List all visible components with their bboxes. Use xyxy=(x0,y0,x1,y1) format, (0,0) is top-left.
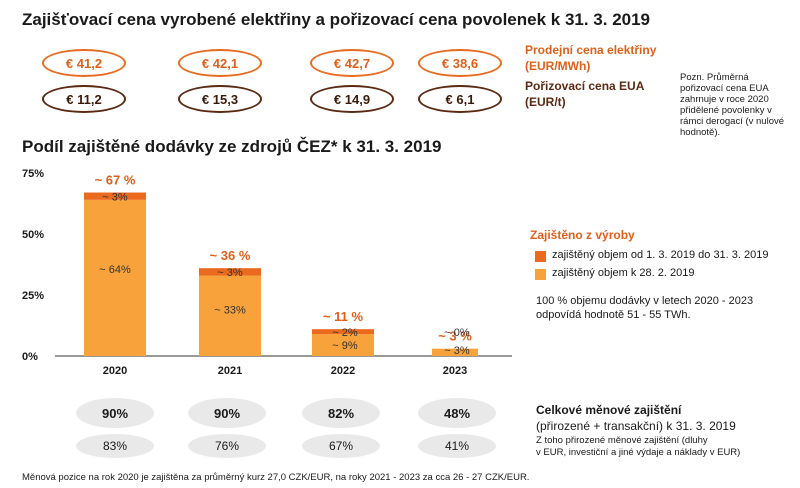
bar-segment-2020-old xyxy=(84,199,146,356)
eua-price-2023: € 6,1 xyxy=(418,85,502,113)
bar-label-new: ~ 3% xyxy=(217,267,243,279)
y-tick-label: 25% xyxy=(22,290,44,302)
bar-segment-2021-old xyxy=(199,275,261,356)
bar-total-label: ~ 3 % xyxy=(438,329,472,344)
currency-subtitle: (přirozené + transakční) k 31. 3. 2019 xyxy=(536,419,736,433)
electricity-price-2020: € 41,2 xyxy=(42,49,126,77)
bar-segment-2021-new xyxy=(199,268,261,276)
prices-title: Zajišťovací cena vyrobené elektřiny a po… xyxy=(22,10,651,29)
bar-segment-2022-new xyxy=(312,329,374,335)
hedge-chart: 0%25%50%75% ~ 67 %~ 3%~ 64%~ 36 %~ 3%~ 3… xyxy=(22,168,512,377)
bar-label-old: ~ 33% xyxy=(214,304,246,316)
x-tick-label: 2020 xyxy=(103,365,127,377)
bar-label-old: ~ 3% xyxy=(444,345,470,357)
eua-note: Pozn. Průměrná pořizovací cena EUA zahrn… xyxy=(680,72,785,138)
bar-segment-2020-new xyxy=(84,192,146,200)
legend-swatch-new xyxy=(535,251,546,262)
x-tick-label: 2023 xyxy=(443,365,467,377)
currency-natural-2020: 83% xyxy=(76,434,154,458)
legend-item-old: zajištěný objem k 28. 2. 2019 xyxy=(552,267,695,279)
hedge-note-1: 100 % objemu dodávky v letech 2020 - 202… xyxy=(536,295,754,307)
currency-note-1: Z toho přirozené měnové zajištění (dluhy xyxy=(536,435,708,446)
hedge-title: Podíl zajištěné dodávky ze zdrojů ČEZ* k… xyxy=(22,137,442,156)
currency-natural-2021: 76% xyxy=(188,434,266,458)
currency-total-2022: 82% xyxy=(302,398,380,428)
electricity-legend: Prodejní cena elektřiny (EUR/MWh) xyxy=(525,43,657,73)
x-tick-label: 2022 xyxy=(331,365,355,377)
electricity-price-2021: € 42,1 xyxy=(178,49,262,77)
currency-natural-2023: 41% xyxy=(418,434,496,458)
currency-note-2: v EUR, investiční a jiné výdaje a náklad… xyxy=(536,447,741,458)
bar-label-new: ~ 2% xyxy=(332,327,358,339)
bar-segment-2022-old xyxy=(312,334,374,356)
bar-total-label: ~ 11 % xyxy=(323,309,364,324)
bar-segment-2023-old xyxy=(432,348,478,356)
eua-legend: Pořizovací cena EUA (EUR/t) xyxy=(525,79,644,109)
eua-price-2022: € 14,9 xyxy=(310,85,394,113)
currency-total-2023: 48% xyxy=(418,398,496,428)
bar-label-new: ~ 3% xyxy=(102,192,128,204)
bar-total-label: ~ 36 % xyxy=(210,248,251,263)
legend-item-new: zajištěný objem od 1. 3. 2019 do 31. 3. … xyxy=(552,249,769,261)
footer-note: Měnová pozice na rok 2020 je zajištěna z… xyxy=(22,472,530,483)
electricity-price-2022: € 42,7 xyxy=(310,49,394,77)
currency-total-2020: 90% xyxy=(76,398,154,428)
currency-natural-2022: 67% xyxy=(302,434,380,458)
y-tick-label: 50% xyxy=(22,229,44,241)
hedge-note-2: odpovídá hodnotě 51 - 55 TWh. xyxy=(536,309,691,321)
x-tick-label: 2021 xyxy=(218,365,242,377)
hedge-legend-title: Zajištěno z výroby xyxy=(530,228,635,242)
bar-total-label: ~ 67 % xyxy=(95,173,136,188)
legend-swatch-old xyxy=(535,269,546,280)
y-tick-label: 0% xyxy=(22,351,38,363)
bar-label-old: ~ 9% xyxy=(332,340,358,352)
currency-title: Celkové měnové zajištění xyxy=(536,403,682,417)
eua-price-2020: € 11,2 xyxy=(42,85,126,113)
y-tick-label: 75% xyxy=(22,168,44,180)
bar-label-new: ~ 0% xyxy=(444,327,470,339)
bar-label-old: ~ 64% xyxy=(99,264,131,276)
eua-price-2021: € 15,3 xyxy=(178,85,262,113)
currency-total-2021: 90% xyxy=(188,398,266,428)
electricity-price-2023: € 38,6 xyxy=(418,49,502,77)
